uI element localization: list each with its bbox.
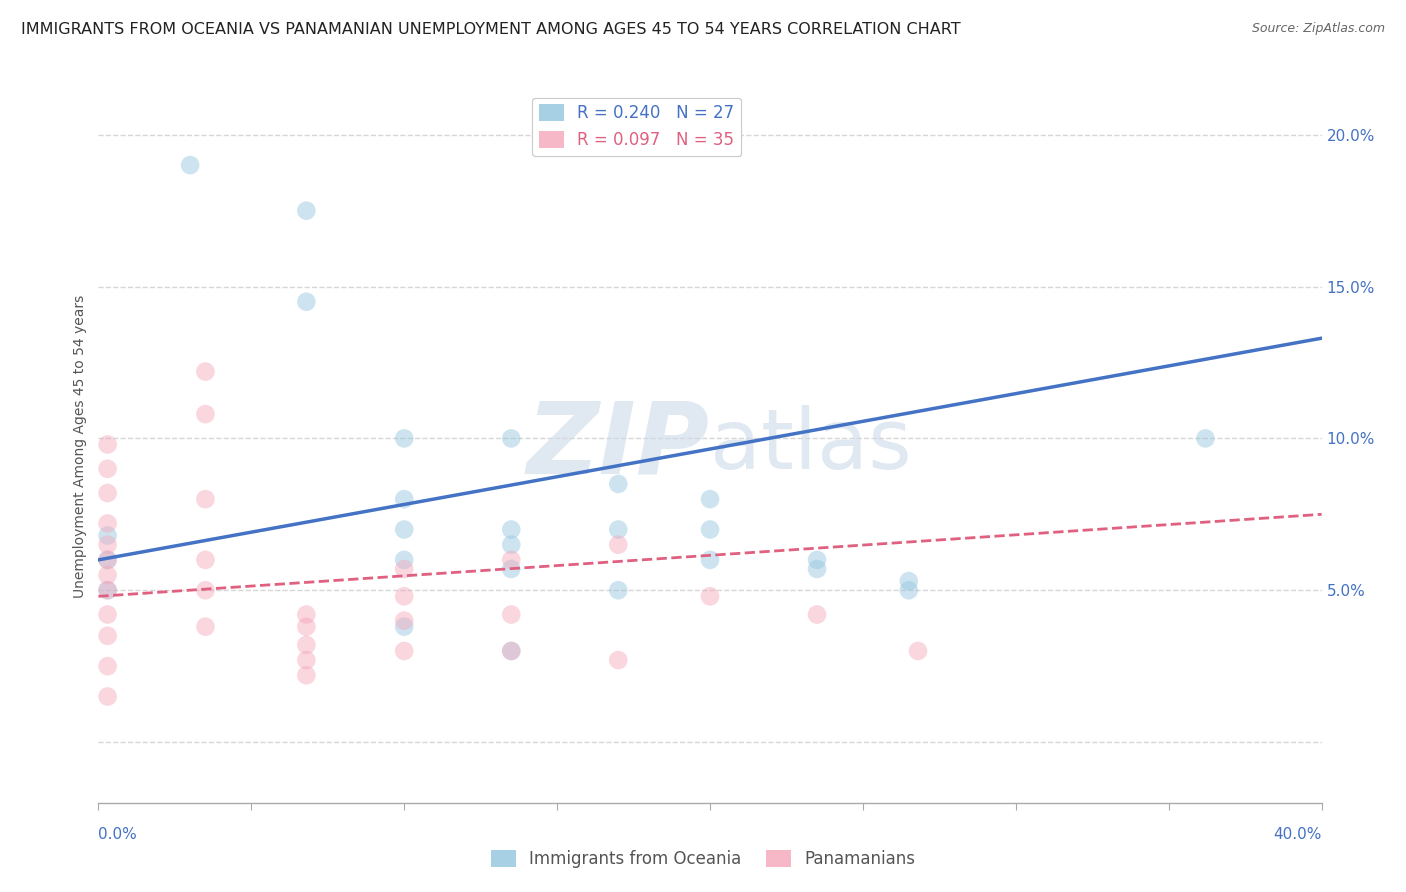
Point [699,590,721,604]
Text: IMMIGRANTS FROM OCEANIA VS PANAMANIAN UNEMPLOYMENT AMONG AGES 45 TO 54 YEARS COR: IMMIGRANTS FROM OCEANIA VS PANAMANIAN UN… [21,22,960,37]
Point [699,492,721,507]
Point [907,644,929,658]
Text: Source: ZipAtlas.com: Source: ZipAtlas.com [1251,22,1385,36]
Point [392,492,416,507]
Point [295,607,318,622]
Point [501,553,523,567]
Point [806,553,828,567]
Text: ZIP: ZIP [527,398,710,494]
Point [194,620,217,634]
Point [97,516,120,531]
Point [194,553,217,567]
Point [607,523,630,537]
Point [97,437,120,451]
Text: 0.0%: 0.0% [98,827,138,842]
Point [699,553,721,567]
Point [897,574,920,588]
Y-axis label: Unemployment Among Ages 45 to 54 years: Unemployment Among Ages 45 to 54 years [73,294,87,598]
Point [392,523,416,537]
Point [699,523,721,537]
Text: atlas: atlas [710,406,911,486]
Point [607,583,630,598]
Point [97,659,120,673]
Point [392,562,416,576]
Text: 40.0%: 40.0% [1274,827,1322,842]
Point [97,583,120,598]
Point [501,644,523,658]
Point [97,553,120,567]
Point [194,365,217,379]
Point [607,653,630,667]
Point [295,668,318,682]
Point [97,553,120,567]
Legend: R = 0.240   N = 27, R = 0.097   N = 35: R = 0.240 N = 27, R = 0.097 N = 35 [533,97,741,155]
Point [392,590,416,604]
Point [97,538,120,552]
Point [501,538,523,552]
Point [97,690,120,704]
Point [897,583,920,598]
Point [392,614,416,628]
Point [295,638,318,652]
Point [97,629,120,643]
Point [295,294,318,309]
Point [179,158,201,172]
Point [97,607,120,622]
Point [501,644,523,658]
Point [97,462,120,476]
Point [392,644,416,658]
Point [392,431,416,445]
Point [607,477,630,491]
Point [194,583,217,598]
Legend: Immigrants from Oceania, Panamanians: Immigrants from Oceania, Panamanians [484,843,922,875]
Point [194,407,217,421]
Point [97,528,120,542]
Point [295,203,318,218]
Point [501,607,523,622]
Point [392,620,416,634]
Point [194,492,217,507]
Point [806,607,828,622]
Point [501,523,523,537]
Point [392,553,416,567]
Point [295,653,318,667]
Point [97,568,120,582]
Point [97,583,120,598]
Point [501,562,523,576]
Point [501,431,523,445]
Point [295,620,318,634]
Point [607,538,630,552]
Point [806,562,828,576]
Point [97,486,120,500]
Point [1194,431,1216,445]
